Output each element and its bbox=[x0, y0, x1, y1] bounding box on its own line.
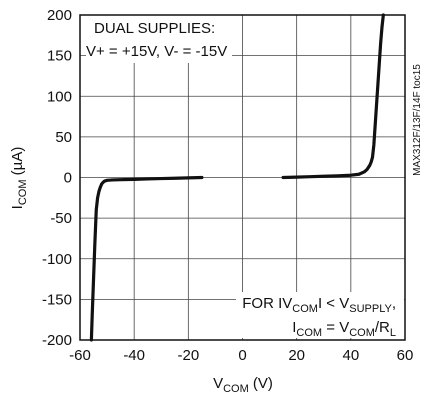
x-tick-label: 60 bbox=[397, 347, 414, 364]
y-tick-label: -150 bbox=[42, 291, 72, 308]
x-tick-label: -40 bbox=[123, 347, 145, 364]
annotation-dual-supplies: DUAL SUPPLIES: V+ = +15V, V- = -15V bbox=[86, 15, 232, 63]
series-group bbox=[89, 13, 385, 342]
annotation-bottom-line2: ICOM = VCOM/RL bbox=[292, 319, 396, 339]
y-tick-label: 50 bbox=[55, 129, 72, 146]
x-axis-label: VCOM (V) bbox=[213, 375, 273, 395]
series-line-2 bbox=[281, 13, 385, 180]
y-tick-label: -100 bbox=[42, 251, 72, 268]
x-tick-label: 40 bbox=[342, 347, 359, 364]
plot-frame bbox=[79, 14, 406, 341]
annotation-for-vcom: FOR IVCOMI < VSUPPLY, ICOM = VCOM/RL bbox=[236, 292, 404, 339]
series-line-1 bbox=[89, 175, 204, 342]
annotation-bottom-line1: FOR IVCOMI < VSUPPLY, bbox=[242, 295, 396, 315]
x-tick-label: -20 bbox=[177, 347, 199, 364]
y-tick-label: 200 bbox=[47, 7, 72, 24]
tick-labels: -60 -40 -20 0 20 40 60200150100500-50-100-150-… bbox=[42, 7, 413, 364]
x-tick-label: 0 bbox=[238, 347, 246, 364]
y-tick-label: -200 bbox=[42, 332, 72, 349]
annotation-top-bg bbox=[86, 15, 232, 63]
side-label: MAX312F/13F/14F toc15 bbox=[412, 64, 423, 176]
y-tick-label: 0 bbox=[64, 170, 72, 187]
x-tick-label: -60 bbox=[69, 347, 91, 364]
x-tick-label: 20 bbox=[288, 347, 305, 364]
y-tick-label: 100 bbox=[47, 88, 72, 105]
annotation-top-line2: V+ = +15V, V- = -15V bbox=[86, 43, 227, 60]
annotation-top-line1: DUAL SUPPLIES: bbox=[94, 20, 215, 37]
y-tick-label: 150 bbox=[47, 48, 72, 65]
y-tick-label: -50 bbox=[50, 210, 72, 227]
y-axis-label: ICOM (µA) bbox=[9, 147, 29, 210]
grid bbox=[79, 14, 406, 341]
annotation-bottom-bg bbox=[236, 292, 404, 338]
